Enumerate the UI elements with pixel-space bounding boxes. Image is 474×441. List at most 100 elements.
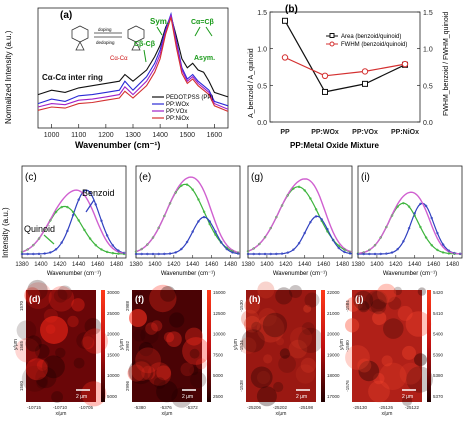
- fit-benzoid-point-0-42: [100, 219, 103, 222]
- fit-quinoid-point-1-6: [146, 243, 149, 246]
- map-texture-3-27: [381, 355, 393, 367]
- map-texture-1-5: [156, 380, 178, 403]
- map-scalebar-label-2: 2 μm: [296, 394, 307, 400]
- fit-xtick-label-0-0: 1380: [15, 262, 29, 268]
- map-texture-0-4: [24, 282, 52, 309]
- map-texture-3-12: [405, 311, 432, 337]
- map-hotspot-0: [40, 316, 68, 344]
- fit-xlabel-2: Wavenumber (cm⁻¹): [273, 271, 327, 277]
- panel-b-xlabel: PP:Metal Oxide Mixture: [290, 141, 379, 150]
- fit-panel-frame-0: [21, 165, 127, 259]
- map-panel-1: (f) 2 μm 15000 12500 10000 7500 5000 2500 -5380 -…: [119, 284, 226, 417]
- panel-a-xtick-label-2: 1200: [98, 132, 114, 139]
- fit-benzoid-point-0-54: [122, 251, 126, 255]
- map-texture-3-22: [370, 299, 387, 315]
- panel-a-x-ticks: 1000 1100 1200 1300 1400 1500 1600: [44, 124, 222, 139]
- fit-panel-2: (g) 1380 1400 1420 1440 1460 1480 Wavenumber (c…: [241, 165, 353, 277]
- fit-xtick-label-1-2: 1420: [167, 262, 181, 268]
- map-ytick-3-2: -1576: [345, 380, 350, 392]
- panel-b-legend-label-0: Area (benzoid/quinoid): [341, 34, 401, 40]
- map-texture-0-21: [25, 358, 48, 381]
- fit-benzoid-point-1-36: [202, 215, 206, 219]
- map-image-3: [352, 290, 422, 402]
- fit-quinoid-point-1-18: [168, 202, 172, 205]
- peak-fit-panels: (c) 1380 1400 1420 1440 1460 1480 Wavenumber (c…: [15, 165, 463, 277]
- panel-a-xtick-label-3: 1300: [125, 132, 141, 139]
- panel-b-ratio-chart: (b) A_benzoid / A_quinoid FWHM_benzoid /…: [248, 4, 450, 150]
- fit-benzoid-point-3-39: [430, 216, 433, 220]
- fit-xtick-label-3-4: 1460: [427, 262, 441, 268]
- fit-panel-1: (e) 1380 1400 1420 1440 1460 1480 Wavenumber (c…: [129, 165, 241, 277]
- fit-quinoid-point-3-21: [396, 205, 399, 208]
- panel-b-ytick-right-label-1: 0.5: [423, 83, 433, 90]
- fit-quinoid-point-1-12: [157, 226, 160, 230]
- map-xtick-1-1: -5376: [160, 405, 172, 410]
- panel-b-frame: [269, 11, 421, 123]
- fit-quinoid-point-3-12: [379, 236, 382, 239]
- map-texture-0-26: [27, 279, 48, 301]
- fit-panel-frame-3: [357, 165, 463, 259]
- map-xtick-2-0: -25206: [247, 405, 262, 410]
- map-colorbar-tick-1-4: 5000: [213, 373, 224, 378]
- fit-benzoid-point-0-27: [71, 213, 75, 217]
- fit-panel-letter-2: (g): [251, 172, 263, 183]
- fit-xtick-label-1-1: 1400: [148, 262, 162, 268]
- panel-b-letter: (b): [285, 4, 298, 15]
- map-texture-0-12: [84, 318, 102, 335]
- map-texture-1-19: [133, 329, 146, 342]
- map-xtick-3-2: -25122: [405, 405, 420, 410]
- fit-benzoid-point-1-30: [191, 230, 194, 233]
- map-xlabel-1: x/μm: [162, 411, 173, 417]
- map-texture-3-18: [397, 305, 413, 321]
- map-texture-3-6: [358, 360, 380, 382]
- map-texture-0-2: [35, 366, 57, 389]
- fit-quinoid-point-2-54: [348, 250, 352, 254]
- fit-xlabel-3: Wavenumber (cm⁻¹): [383, 271, 437, 277]
- map-colorbar-tick-3-5: 5370: [433, 394, 444, 399]
- map-texture-0-1: [48, 286, 75, 312]
- fit-quinoid-point-0-48: [111, 251, 115, 255]
- map-colorbar-tick-2-1: 21000: [327, 311, 340, 316]
- panel-a-xtick-label-0: 1000: [44, 132, 60, 139]
- fit-benzoid-point-2-21: [286, 251, 289, 254]
- fit-benzoid-point-3-30: [413, 212, 416, 215]
- panel-a-frame: [37, 7, 229, 129]
- panel-a-raman-spectra: (a) Normalized Intensity (a.u.) Wavenumb…: [4, 7, 229, 150]
- fit-benzoid-point-3-18: [390, 251, 394, 254]
- fit-benzoid-point-1-6: [146, 252, 149, 256]
- fit-quinoid-point-2-15: [275, 215, 278, 219]
- map-texture-2-27: [290, 327, 312, 349]
- fit-benzoid-point-3-21: [396, 247, 399, 251]
- fit-quinoid-point-3-33: [419, 225, 422, 229]
- map-scalebar-label-3: 2 μm: [402, 394, 413, 400]
- raman-map-panels: (d) 2 μm 30000 25000 20000 15000 10000 5000 -107…: [13, 279, 444, 417]
- fit-quinoid-point-3-39: [430, 243, 433, 247]
- fit-benzoid-point-1-21: [174, 251, 177, 254]
- map-ytick-1-1: 2992: [125, 340, 130, 351]
- panel-b-point-0-0: [282, 17, 288, 24]
- fit-quinoid-point-0-51: [117, 252, 120, 255]
- map-texture-0-17: [42, 355, 65, 379]
- quinoid-label: Quinoid: [24, 224, 55, 234]
- panel-b-category-0: PP: [280, 129, 290, 136]
- panel-a-series-line-2: [37, 14, 229, 110]
- map-ytick-3-0: -1584: [345, 300, 350, 312]
- fit-benzoid-point-2-30: [303, 231, 306, 235]
- map-panel-0: (d) 2 μm 30000 25000 20000 15000 10000 5000 -107…: [13, 279, 120, 417]
- panel-b-category-1: PP:WOx: [311, 129, 339, 136]
- map-texture-2-15: [289, 285, 302, 298]
- map-texture-0-7: [35, 344, 50, 359]
- fit-quinoid-point-1-42: [214, 233, 217, 236]
- fit-quinoid-point-0-42: [100, 248, 103, 251]
- map-texture-0-15: [81, 381, 107, 407]
- panel-a-letter: (a): [60, 10, 72, 21]
- fit-benzoid-point-0-3: [26, 252, 29, 256]
- fit-quinoid-point-1-24: [180, 184, 183, 187]
- map-colorbar-tick-0-5: 5000: [107, 394, 118, 399]
- map-texture-1-26: [180, 362, 195, 377]
- fit-quinoid-point-1-3: [140, 247, 143, 251]
- fit-quinoid-point-2-18: [280, 204, 284, 207]
- panel-b-ylabel-right: FWHM_benzoid / FWHM_quinoid: [443, 12, 450, 116]
